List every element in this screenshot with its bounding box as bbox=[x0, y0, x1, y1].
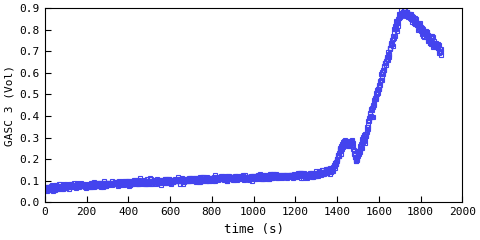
X-axis label: time (s): time (s) bbox=[224, 223, 284, 236]
Y-axis label: GASC 3 (Vol): GASC 3 (Vol) bbox=[4, 65, 14, 146]
